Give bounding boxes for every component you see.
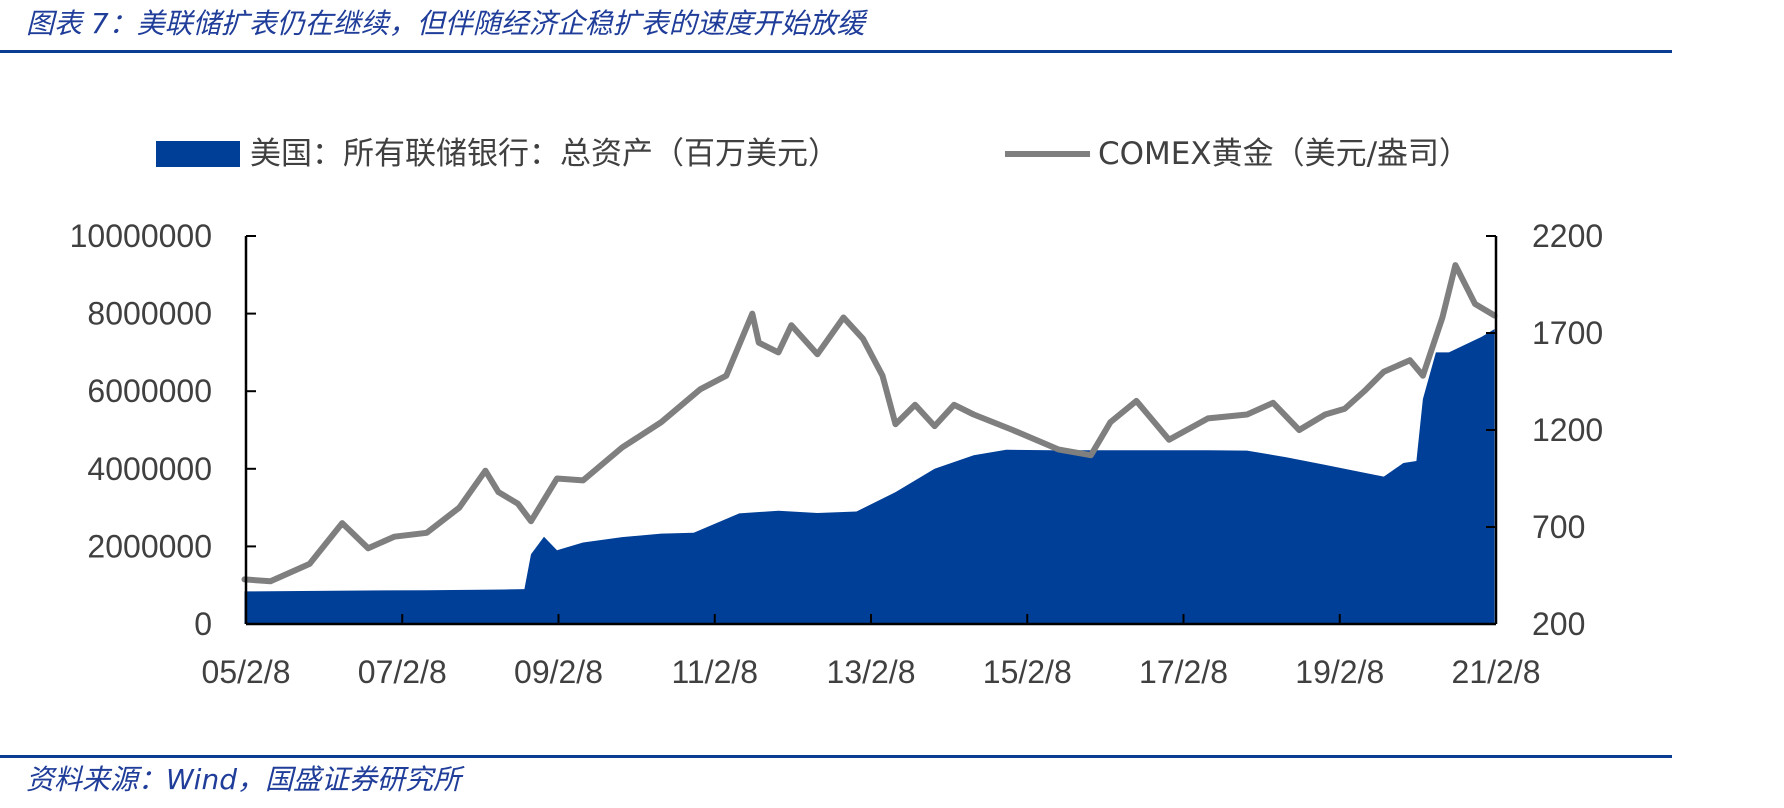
right-tick-label: 700 [1532, 509, 1585, 545]
x-tick-label: 15/2/8 [983, 654, 1072, 690]
top-divider [0, 50, 1672, 53]
bottom-divider [0, 755, 1672, 758]
legend-label-gold: COMEX黄金（美元/盎司） [1098, 136, 1470, 172]
x-tick-label: 19/2/8 [1295, 654, 1384, 690]
left-tick-label: 0 [194, 606, 212, 642]
source-note: 资料来源：Wind，国盛证券研究所 [26, 763, 461, 796]
left-tick-label: 6000000 [87, 373, 212, 409]
right-tick-label: 200 [1532, 606, 1585, 642]
x-tick-label: 07/2/8 [358, 654, 447, 690]
page-title: 图表 7：美联储扩表仍在继续，但伴随经济企稳扩表的速度开始放缓 [26, 7, 865, 40]
x-tick-label: 05/2/8 [202, 654, 291, 690]
series-line-comex-gold [241, 262, 1498, 585]
x-tick-label: 17/2/8 [1139, 654, 1228, 690]
series-area-fed-assets [244, 329, 1495, 624]
left-tick-label: 8000000 [87, 296, 212, 332]
left-tick-label: 10000000 [70, 218, 212, 254]
x-tick-label: 11/2/8 [671, 654, 758, 690]
x-tick-label: 13/2/8 [827, 654, 916, 690]
legend: 美国：所有联储银行：总资产（百万美元） COMEX黄金（美元/盎司） [156, 136, 1470, 172]
x-tick-label: 09/2/8 [514, 654, 603, 690]
axes: 0 2000000 4000000 6000000 8000000 10000000 200… [70, 218, 1604, 690]
x-tick-label: 21/2/8 [1452, 654, 1541, 690]
right-tick-label: 1200 [1532, 412, 1603, 448]
right-tick-label: 1700 [1532, 315, 1603, 351]
plot-area [241, 262, 1498, 624]
legend-swatch-assets [156, 141, 240, 167]
legend-label-assets: 美国：所有联储银行：总资产（百万美元） [250, 136, 839, 172]
left-tick-label: 2000000 [87, 528, 212, 564]
left-tick-label: 4000000 [87, 451, 212, 487]
right-tick-label: 2200 [1532, 218, 1603, 254]
